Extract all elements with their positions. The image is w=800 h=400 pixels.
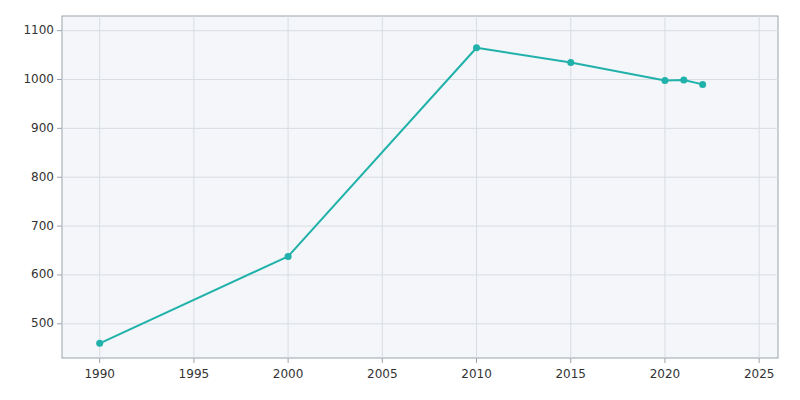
series bbox=[96, 44, 706, 347]
tick-label-x: 2010 bbox=[461, 367, 492, 381]
point bbox=[661, 77, 668, 84]
point bbox=[680, 77, 687, 84]
grid-line-x bbox=[570, 16, 571, 358]
grid-line-x bbox=[759, 16, 760, 358]
chart-container: 500 600 700 800 900 1000 1100 1990 1995 2000 2005 2… bbox=[0, 0, 800, 400]
grid bbox=[62, 16, 778, 358]
plot-frame bbox=[62, 16, 778, 358]
grid-line-y bbox=[62, 177, 778, 178]
tick-x bbox=[570, 358, 571, 363]
tick-y bbox=[57, 128, 62, 129]
point bbox=[699, 81, 706, 88]
grid-line-y bbox=[62, 30, 778, 31]
grid-line-x bbox=[476, 16, 477, 358]
tick-x bbox=[759, 358, 760, 363]
tick-y bbox=[57, 177, 62, 178]
tick-label-y: 500 bbox=[31, 316, 54, 330]
tick-x bbox=[193, 358, 194, 363]
grid-line-x bbox=[99, 16, 100, 358]
tick-x bbox=[288, 358, 289, 363]
tick-y bbox=[57, 323, 62, 324]
tick-label-y: 1100 bbox=[23, 23, 54, 37]
axes: 500 600 700 800 900 1000 1100 1990 1995 2000 2005 2… bbox=[23, 23, 774, 381]
point bbox=[96, 340, 103, 347]
point bbox=[473, 44, 480, 51]
tick-y bbox=[57, 274, 62, 275]
tick-y bbox=[57, 79, 62, 80]
tick-x bbox=[476, 358, 477, 363]
grid-line-x bbox=[664, 16, 665, 358]
tick-label-x: 1990 bbox=[84, 367, 115, 381]
grid-line-x bbox=[382, 16, 383, 358]
tick-y bbox=[57, 226, 62, 227]
line bbox=[100, 48, 703, 344]
grid-line-y bbox=[62, 274, 778, 275]
grid-line-x bbox=[288, 16, 289, 358]
grid-line-y bbox=[62, 226, 778, 227]
tick-label-x: 1995 bbox=[179, 367, 210, 381]
grid-line-y bbox=[62, 323, 778, 324]
tick-label-y: 1000 bbox=[23, 72, 54, 86]
tick-label-y: 900 bbox=[31, 121, 54, 135]
tick-label-y: 600 bbox=[31, 267, 54, 281]
tick-label-y: 700 bbox=[31, 219, 54, 233]
tick-label-y: 800 bbox=[31, 170, 54, 184]
chart: 500 600 700 800 900 1000 1100 1990 1995 2000 2005 2… bbox=[0, 0, 800, 400]
point bbox=[285, 253, 292, 260]
tick-x bbox=[382, 358, 383, 363]
grid-line-x bbox=[193, 16, 194, 358]
tick-label-x: 2025 bbox=[744, 367, 775, 381]
tick-x bbox=[664, 358, 665, 363]
tick-label-x: 2015 bbox=[555, 367, 586, 381]
tick-y bbox=[57, 30, 62, 31]
tick-label-x: 2000 bbox=[273, 367, 304, 381]
grid-line-y bbox=[62, 128, 778, 129]
tick-x bbox=[99, 358, 100, 363]
tick-label-x: 2005 bbox=[367, 367, 398, 381]
point bbox=[567, 59, 574, 66]
tick-label-x: 2020 bbox=[650, 367, 681, 381]
